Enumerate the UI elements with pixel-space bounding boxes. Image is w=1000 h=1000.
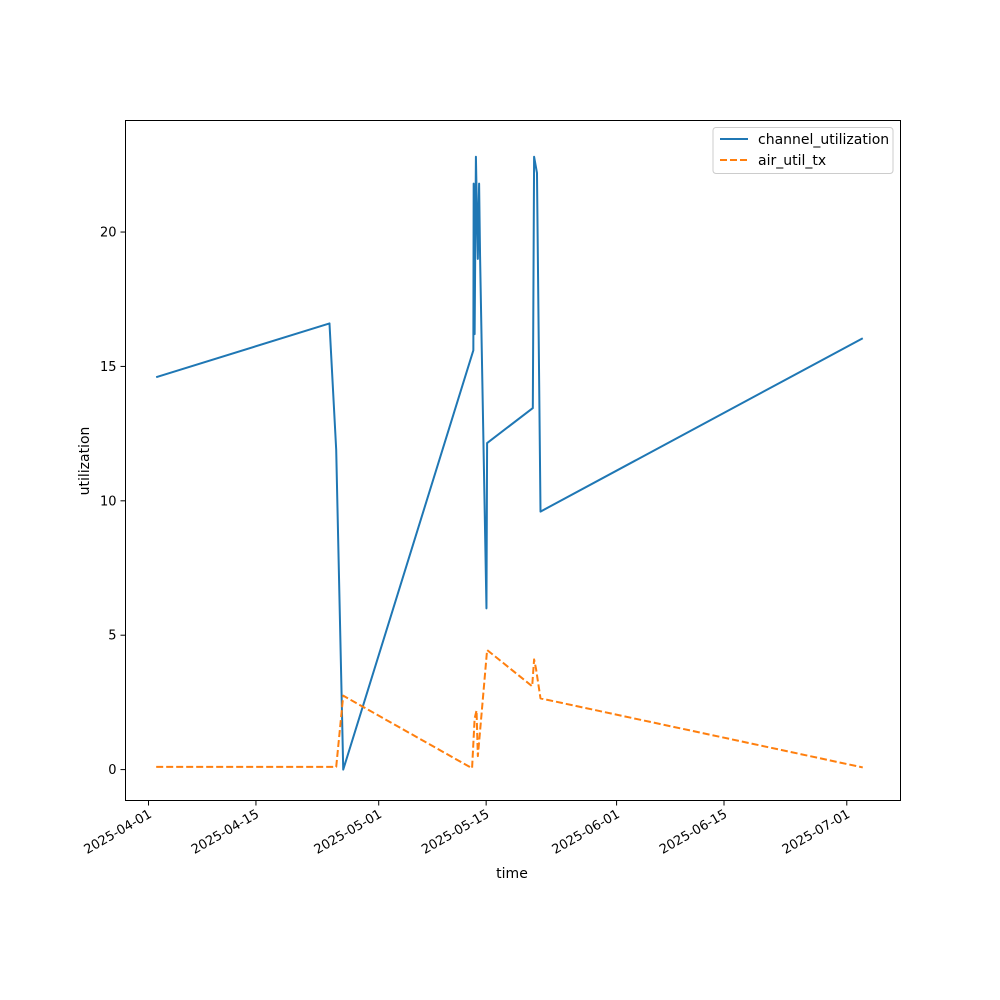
y-tick-label: 0 (108, 763, 116, 778)
y-tick-label: 20 (100, 226, 117, 241)
legend-label-channel-utilization: channel_utilization (758, 132, 889, 148)
y-tick-label: 15 (100, 360, 117, 375)
x-axis-title: time (496, 866, 528, 882)
legend-box (712, 127, 894, 174)
plot-frame (125, 120, 901, 801)
legend-label-air-util-tx: air_util_tx (758, 153, 826, 169)
y-tick-label: 5 (108, 629, 116, 644)
y-tick-label: 10 (100, 494, 117, 509)
series-line-air-util-tx (156, 648, 863, 770)
y-axis: 0 5 10 15 20 (100, 226, 126, 778)
y-axis-title: utilization (77, 427, 93, 496)
series-layer (155, 155, 864, 771)
legend: channel_utilization air_util_tx (712, 127, 894, 174)
